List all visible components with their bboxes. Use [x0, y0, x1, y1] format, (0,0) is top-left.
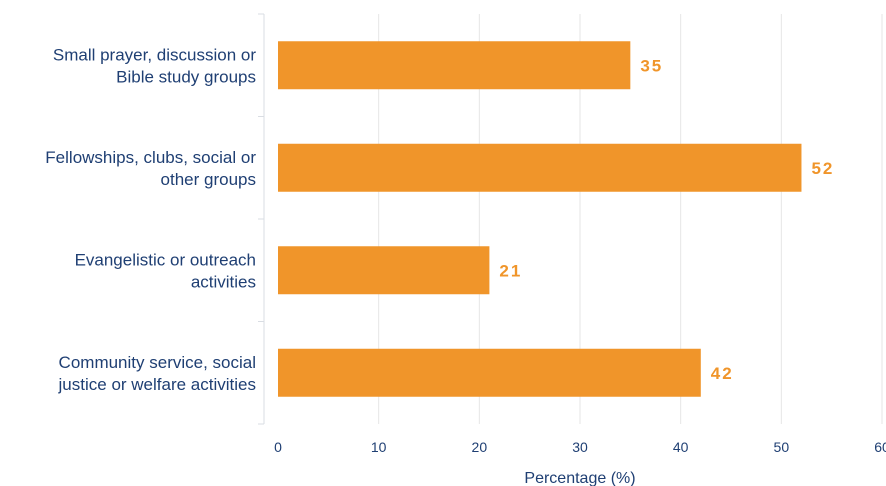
data-label: 21 [499, 261, 522, 280]
bar [278, 143, 802, 192]
x-tick-label: 30 [572, 439, 588, 455]
category-label: Community service, social justice or welf… [58, 353, 256, 394]
bar [278, 41, 631, 90]
bar [278, 348, 701, 397]
category-label: Fellowships, clubs, social or other group… [45, 148, 256, 189]
x-axis-ticks: 0 10 20 30 40 50 60 [274, 439, 886, 455]
category-labels: Small prayer, discussion or Bible study g… [45, 45, 256, 394]
x-tick-label: 10 [371, 439, 387, 455]
x-tick-label: 50 [774, 439, 790, 455]
x-axis-title: Percentage (%) [524, 470, 635, 486]
x-tick-label: 60 [874, 439, 886, 455]
x-tick-label: 0 [274, 439, 282, 455]
category-label: Evangelistic or outreach activities [75, 250, 256, 291]
y-axis [258, 13, 265, 425]
data-label: 52 [811, 159, 834, 178]
value-labels: 35 52 21 42 [499, 56, 834, 383]
x-tick-label: 20 [472, 439, 488, 455]
data-label: 42 [711, 364, 734, 383]
x-tick-label: 40 [673, 439, 689, 455]
data-label: 35 [640, 56, 663, 75]
category-label: Small prayer, discussion or Bible study g… [53, 45, 256, 86]
bar [278, 246, 490, 295]
bars [278, 41, 802, 397]
